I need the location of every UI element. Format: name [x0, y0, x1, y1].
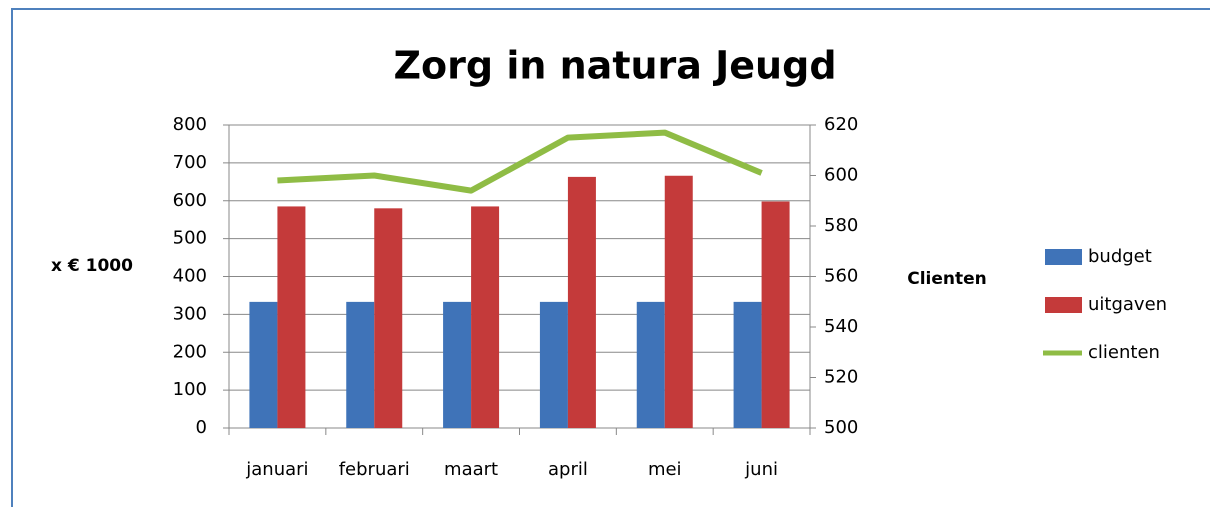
bar — [636, 301, 665, 428]
y-tick-label: 700 — [173, 152, 207, 173]
y2-tick-label: 600 — [824, 165, 858, 186]
bar — [539, 301, 568, 428]
x-tick-label: juni — [744, 459, 778, 480]
legend-label: budget — [1088, 246, 1152, 267]
y2-tick-label: 560 — [824, 266, 858, 287]
bar — [346, 301, 375, 428]
x-tick-label: februari — [339, 459, 410, 480]
legend-swatch — [1045, 249, 1082, 265]
y2-tick-label: 620 — [824, 114, 858, 135]
y-tick-label: 100 — [173, 379, 207, 400]
bar — [249, 301, 278, 428]
y-tick-label: 400 — [173, 266, 207, 287]
legend-label: clienten — [1088, 342, 1160, 363]
y2-tick-label: 540 — [824, 316, 858, 337]
bar — [443, 301, 472, 428]
y-tick-label: 0 — [196, 417, 207, 438]
bar — [471, 206, 500, 428]
legend-label: uitgaven — [1088, 294, 1167, 315]
y-axis-label: x € 1000 — [51, 256, 133, 276]
y-tick-label: 300 — [173, 303, 207, 324]
line — [277, 129, 763, 194]
y-tick-label: 600 — [173, 190, 207, 211]
bar — [761, 201, 790, 428]
bar — [374, 208, 403, 428]
legend-swatch — [1045, 297, 1082, 313]
x-tick-label: maart — [444, 459, 498, 480]
y-tick-label: 500 — [173, 228, 207, 249]
bar — [567, 176, 596, 428]
bar — [664, 175, 693, 428]
y2-axis-label: Clienten — [907, 269, 987, 289]
y2-tick-label: 580 — [824, 215, 858, 236]
y2-tick-label: 520 — [824, 367, 858, 388]
y2-tick-label: 500 — [824, 417, 858, 438]
x-tick-label: januari — [245, 459, 308, 480]
x-tick-label: mei — [648, 459, 682, 480]
frame — [11, 8, 1210, 507]
bar — [277, 206, 306, 428]
x-tick-label: april — [548, 459, 588, 480]
y-tick-label: 800 — [173, 114, 207, 135]
bar — [733, 301, 762, 428]
chart-title: Zorg in natura Jeugd — [393, 44, 836, 88]
y-tick-label: 200 — [173, 341, 207, 362]
